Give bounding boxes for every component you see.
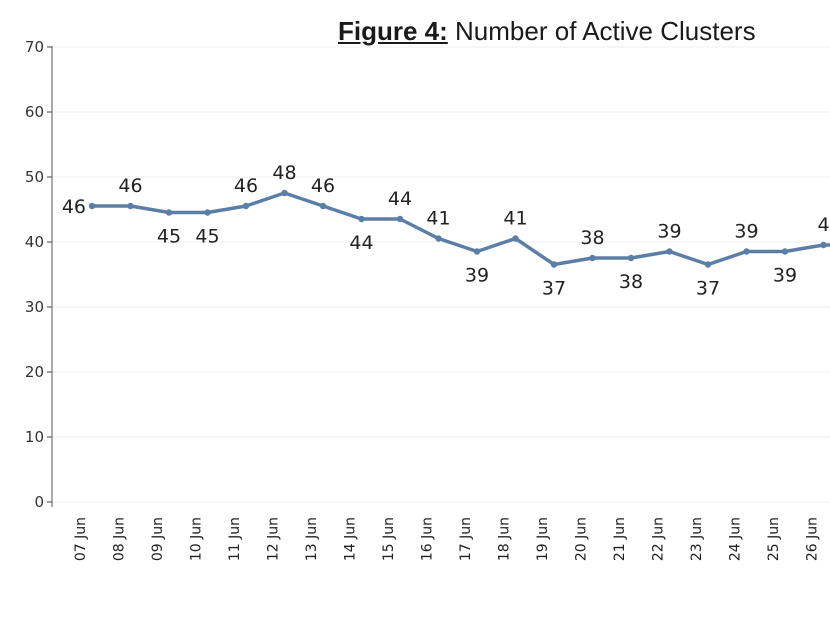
data-label: 44	[349, 232, 373, 254]
x-tick-label: 26 Jun	[805, 517, 821, 561]
x-tick-label: 20 Jun	[574, 517, 590, 561]
data-point	[512, 235, 519, 242]
data-label: 39	[465, 265, 489, 287]
x-tick-label: 16 Jun	[420, 517, 436, 561]
data-point	[743, 248, 750, 255]
x-tick-label: 19 Jun	[535, 517, 551, 561]
y-tick-label: 0	[34, 493, 44, 511]
y-tick-label: 40	[25, 233, 44, 251]
data-point	[550, 261, 558, 268]
x-tick-label: 09 Jun	[150, 517, 166, 561]
data-label: 37	[542, 278, 566, 300]
data-label: 46	[311, 175, 335, 197]
data-points	[88, 189, 827, 268]
x-tick-label: 12 Jun	[266, 517, 282, 561]
x-tick-label: 23 Jun	[689, 517, 705, 561]
data-point	[88, 202, 96, 210]
data-point	[204, 209, 211, 216]
data-point	[319, 202, 327, 210]
data-label: 39	[773, 265, 797, 287]
data-point	[627, 254, 635, 262]
data-point	[358, 215, 365, 223]
y-axis: 0 10 20 30 40 50 60 70	[25, 38, 53, 511]
data-label: 46	[118, 175, 142, 197]
data-point	[281, 189, 288, 197]
x-tick-label: 21 Jun	[612, 517, 628, 561]
data-label: 46	[62, 196, 86, 218]
data-label: 48	[272, 162, 296, 184]
data-label: 39	[734, 221, 758, 243]
data-point	[242, 202, 250, 210]
data-label: 45	[195, 226, 219, 248]
data-point	[589, 254, 596, 262]
x-tick-label: 18 Jun	[497, 517, 513, 561]
x-tick-label: 15 Jun	[381, 517, 397, 561]
x-tick-label: 24 Jun	[728, 517, 744, 561]
data-label: 45	[157, 226, 181, 248]
data-point	[165, 209, 173, 216]
data-label: 38	[619, 271, 643, 293]
data-point	[473, 248, 481, 255]
data-labels: 46 46 45 45 46 48 46 44 44 41 39 41 37 38 38 39 37 39 39 4	[62, 162, 830, 300]
y-tick-label: 10	[25, 428, 44, 446]
data-point	[704, 261, 712, 268]
data-label: 41	[503, 208, 527, 230]
data-point	[396, 215, 404, 223]
gridlines	[52, 46, 830, 503]
data-point	[781, 248, 789, 255]
data-point	[127, 202, 134, 210]
x-tick-label: 13 Jun	[304, 517, 320, 561]
x-axis: 07 Jun 08 Jun 09 Jun 10 Jun 11 Jun 12 Jun 13 J…	[73, 517, 821, 561]
y-tick-label: 20	[25, 363, 44, 381]
x-tick-label: 10 Jun	[189, 517, 205, 561]
x-tick-label: 14 Jun	[343, 517, 359, 561]
data-label: 41	[426, 208, 450, 230]
data-label: 4	[818, 214, 830, 236]
data-label: 44	[388, 188, 412, 210]
x-tick-label: 22 Jun	[651, 517, 667, 561]
chart-title-text: Number of Active Clusters	[455, 16, 756, 46]
x-tick-label: 17 Jun	[458, 517, 474, 561]
data-label: 38	[580, 227, 604, 249]
data-point	[820, 241, 827, 249]
x-tick-label: 25 Jun	[766, 517, 782, 561]
chart-title: Figure 4: Number of Active Clusters	[338, 16, 756, 47]
x-tick-label: 11 Jun	[227, 517, 243, 561]
data-label: 46	[234, 175, 258, 197]
y-tick-label: 70	[25, 38, 44, 56]
data-label: 39	[657, 221, 681, 243]
y-tick-label: 30	[25, 298, 44, 316]
data-point	[435, 235, 442, 242]
data-label: 37	[696, 278, 720, 300]
x-tick-label: 08 Jun	[112, 517, 128, 561]
y-tick-label: 60	[25, 103, 44, 121]
x-tick-label: 07 Jun	[73, 517, 89, 561]
chart-title-prefix: Figure 4:	[338, 16, 448, 46]
data-point	[666, 248, 673, 255]
y-tick-label: 50	[25, 168, 44, 186]
